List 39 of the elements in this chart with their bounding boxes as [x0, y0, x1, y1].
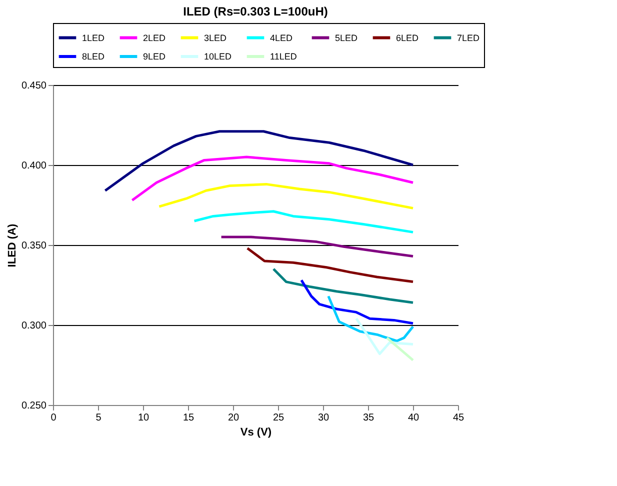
y-tick-label: 0.350: [21, 240, 47, 252]
legend-label: 1LED: [82, 32, 106, 43]
x-tick-label: 45: [452, 412, 464, 424]
legend-label: 8LED: [82, 52, 106, 62]
legend-label: 4LED: [270, 32, 294, 43]
y-axis-title: ILED (A): [6, 223, 18, 268]
x-tick-label: 5: [96, 412, 102, 424]
x-tick-label: 20: [228, 412, 240, 424]
x-tick-label: 10: [138, 412, 150, 424]
x-tick-label: 30: [318, 412, 330, 424]
y-tick-label: 0.300: [21, 320, 47, 332]
line-series: [327, 294, 414, 342]
x-tick-label: 25: [272, 412, 284, 424]
legend-label: 11LED: [270, 52, 298, 62]
legend-label: 5LED: [335, 32, 358, 43]
x-tick-label: 35: [362, 412, 374, 424]
legend-label: 9LED: [143, 52, 166, 62]
legend-label: 3LED: [204, 32, 228, 43]
y-tick-label: 0.250: [21, 400, 47, 412]
legend-label: 2LED: [143, 32, 166, 43]
y-tick-label: 0.450: [21, 80, 47, 92]
line-series: [272, 268, 414, 304]
legend-label: 10LED: [204, 52, 232, 62]
x-tick-label: 0: [50, 412, 57, 424]
line-series: [193, 210, 414, 234]
legend-label: 6LED: [396, 32, 420, 43]
chart-title: ILED (Rs=0.303 L=100uH): [183, 4, 328, 18]
line-series: [300, 278, 414, 325]
line-series: [158, 182, 414, 210]
line-series: [355, 317, 414, 356]
x-axis-title: Vs (V): [240, 426, 272, 438]
line-series: [104, 130, 414, 192]
x-tick-label: 15: [182, 412, 194, 424]
y-tick-label: 0.400: [21, 160, 47, 172]
line-series: [220, 236, 414, 258]
line-series: [130, 156, 414, 202]
x-tick-label: 40: [408, 412, 420, 424]
legend-label: 7LED: [457, 32, 480, 43]
line-series: [246, 246, 414, 284]
